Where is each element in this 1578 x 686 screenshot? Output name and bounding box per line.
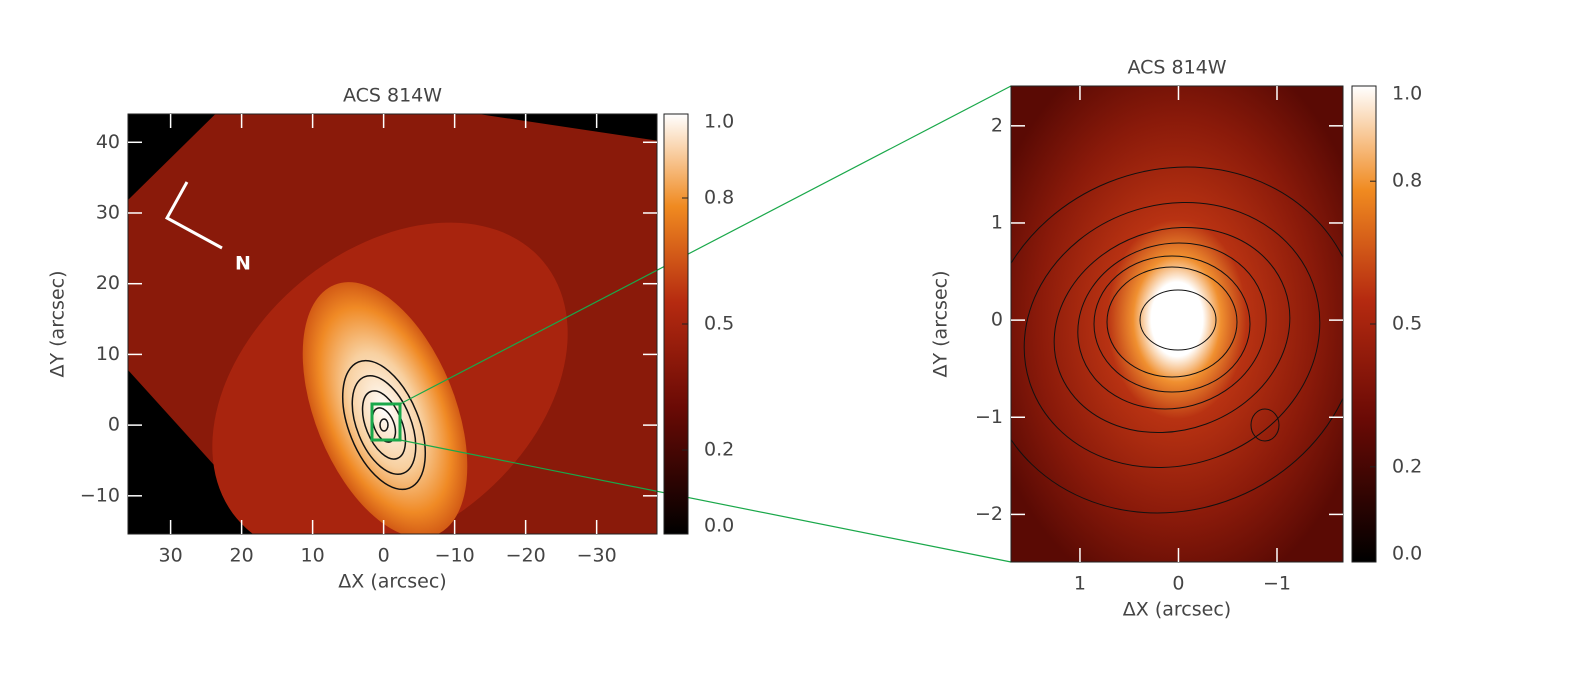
colorbar-tick-label: 0.2 xyxy=(1392,455,1422,477)
plot-frame xyxy=(127,113,658,535)
compass xyxy=(164,181,223,250)
x-tick-label: −1 xyxy=(1263,573,1291,595)
y-axis-label: ΔY (arcsec) xyxy=(47,271,69,378)
colorbar-tick-label: 0.0 xyxy=(1392,543,1422,565)
x-tick-label: 30 xyxy=(159,545,183,567)
annotation: N xyxy=(235,253,251,275)
colorbar-tick-label: 0.2 xyxy=(704,439,734,461)
y-tick-label: 40 xyxy=(96,131,120,153)
x-tick-label: 1 xyxy=(1074,573,1086,595)
zoom-line xyxy=(399,85,1012,405)
colorbar-tick-label: 1.0 xyxy=(704,111,734,133)
x-axis-label: ΔX (arcsec) xyxy=(1123,599,1231,621)
image-left xyxy=(128,114,657,534)
x-tick-label: −20 xyxy=(506,545,546,567)
x-tick-label: 10 xyxy=(301,545,325,567)
x-tick-label: −10 xyxy=(435,545,475,567)
colorbar-tick-label: 0.5 xyxy=(704,313,734,335)
y-tick-label: −2 xyxy=(975,503,1003,525)
colorbar-tick-label: 1.0 xyxy=(1392,83,1422,105)
y-axis-label: ΔY (arcsec) xyxy=(930,271,952,378)
y-tick-label: −10 xyxy=(80,484,120,506)
x-axis-label: ΔX (arcsec) xyxy=(338,571,446,593)
y-tick-label: 0 xyxy=(991,309,1003,331)
colorbar-tick-label: 0.0 xyxy=(704,515,734,537)
x-tick-label: −30 xyxy=(577,545,617,567)
colorbar-tick-label: 0.5 xyxy=(1392,313,1422,335)
y-tick-label: 30 xyxy=(96,201,120,223)
zoom-line xyxy=(399,439,1012,563)
y-tick-label: −1 xyxy=(975,406,1003,428)
colorbar-tick-label: 0.8 xyxy=(704,187,734,209)
y-tick-label: 0 xyxy=(108,414,120,436)
y-tick-label: 2 xyxy=(991,114,1003,136)
zoom-box xyxy=(370,402,402,442)
chart-title: ACS 814W xyxy=(343,85,442,107)
y-tick-label: 1 xyxy=(991,211,1003,233)
y-tick-label: 10 xyxy=(96,343,120,365)
image-right xyxy=(1011,86,1343,562)
x-tick-label: 0 xyxy=(378,545,390,567)
plot-frame xyxy=(1010,85,1344,563)
chart-title: ACS 814W xyxy=(1127,57,1226,79)
y-tick-label: 20 xyxy=(96,272,120,294)
x-tick-label: 0 xyxy=(1172,573,1184,595)
colorbar-tick-label: 0.8 xyxy=(1392,170,1422,192)
x-tick-label: 20 xyxy=(230,545,254,567)
